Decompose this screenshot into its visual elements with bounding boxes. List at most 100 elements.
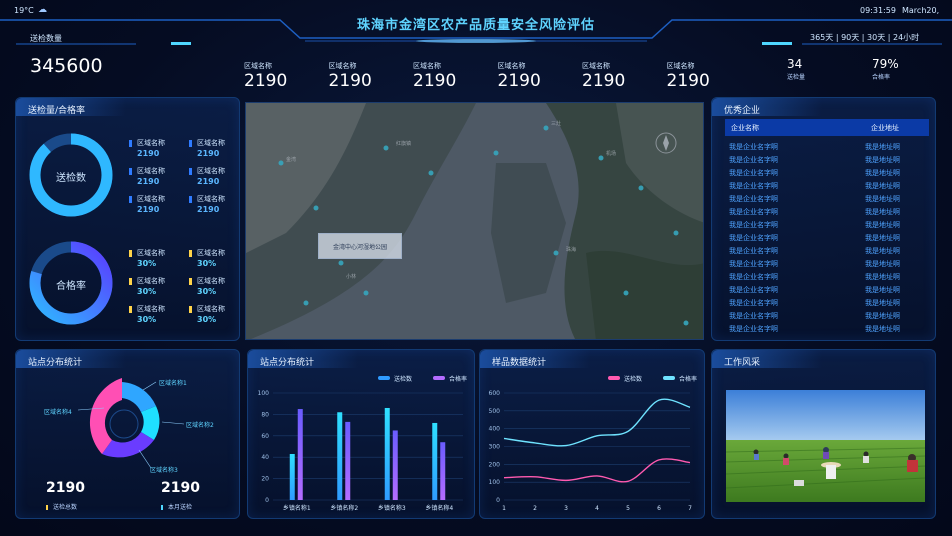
y-tick-label: 400 xyxy=(489,426,501,433)
x-tick-label: 4 xyxy=(595,505,599,512)
table-row[interactable]: 我是企业名字啊 我是地址啊 xyxy=(725,153,929,165)
legend-swatch xyxy=(608,376,620,380)
stat-marker xyxy=(189,167,192,175)
legend-swatch xyxy=(433,376,445,380)
header-frame xyxy=(0,19,952,43)
stat-marker xyxy=(129,167,132,175)
station-pie-title: 站点分布统计 xyxy=(28,358,83,368)
company-address: 我是地址啊 xyxy=(865,273,900,281)
table-row[interactable]: 我是企业名字啊 我是地址啊 xyxy=(725,309,929,321)
ring-rate-label: 合格率 xyxy=(56,281,86,292)
svg-text:机场: 机场 xyxy=(606,150,616,157)
series-line xyxy=(503,458,691,483)
stat-name: 区域名称 xyxy=(137,277,165,285)
region-name: 区域名称 xyxy=(244,62,272,70)
period-tab[interactable]: 365天 xyxy=(810,33,834,42)
x-tick-label: 5 xyxy=(626,505,630,512)
stat-value: 30% xyxy=(137,287,157,296)
pie-total-1: 2190 xyxy=(46,480,85,496)
bar xyxy=(440,442,446,500)
bar xyxy=(345,421,351,500)
period-tab[interactable]: 24小时 xyxy=(893,33,920,42)
work-photo xyxy=(726,390,925,502)
stat-marker xyxy=(129,249,132,257)
region-value: 2190 xyxy=(582,71,626,91)
company-address: 我是地址啊 xyxy=(865,260,900,268)
table-row[interactable]: 我是企业名字啊 我是地址啊 xyxy=(725,140,929,152)
page-title: 珠海市金湾区农产品质量安全风险评估 xyxy=(356,18,595,33)
work-panel-tab xyxy=(712,350,822,368)
y-tick-label: 40 xyxy=(261,454,269,461)
stat-label: 区域名称 xyxy=(189,304,225,314)
companies-list[interactable]: 我是企业名字啊 我是地址啊 我是企业名字啊 我是地址啊 我是企业名字啊 我是地址啊 我是企业… xyxy=(725,140,929,335)
map-view[interactable]: 金湾 红旗镇 三灶 机场 珠海 小林 金湾中心河湿地公园 xyxy=(245,102,704,340)
map-popup: 金湾中心河湿地公园 xyxy=(318,233,402,259)
table-row[interactable]: 我是企业名字啊 我是地址啊 xyxy=(725,296,929,308)
stat-label: 区域名称 xyxy=(129,138,165,148)
company-name: 我是企业名字啊 xyxy=(729,156,778,164)
table-row[interactable]: 我是企业名字啊 我是地址啊 xyxy=(725,283,929,295)
clock: 09:31:59 xyxy=(860,6,896,15)
period-tab[interactable]: 90天 xyxy=(841,33,860,42)
pie-label-2: 区域名称2 xyxy=(186,422,214,429)
stat-value: 30% xyxy=(137,315,157,324)
table-row[interactable]: 我是企业名字啊 我是地址啊 xyxy=(725,192,929,204)
period-frame xyxy=(762,42,942,45)
svg-text:三灶: 三灶 xyxy=(551,120,561,127)
date: March20, xyxy=(902,6,940,15)
bar-chart-tab xyxy=(248,350,358,368)
stat-value: 30% xyxy=(197,287,217,296)
table-row[interactable]: 我是企业名字啊 我是地址啊 xyxy=(725,179,929,191)
stat-name: 区域名称 xyxy=(197,195,225,203)
svg-text:小林: 小林 xyxy=(346,273,356,280)
stat-value: 2190 xyxy=(197,149,220,158)
company-address: 我是地址啊 xyxy=(865,143,900,151)
companies-table-header: 企业名称 企业地址 xyxy=(725,119,929,136)
table-row[interactable]: 我是企业名字啊 我是地址啊 xyxy=(725,218,929,230)
company-address: 我是地址啊 xyxy=(865,234,900,242)
stat-marker xyxy=(129,195,132,203)
table-row[interactable]: 我是企业名字啊 我是地址啊 xyxy=(725,205,929,217)
cloud-icon: ☁ xyxy=(38,5,47,15)
company-address: 我是地址啊 xyxy=(865,299,900,307)
table-row[interactable]: 我是企业名字啊 我是地址啊 xyxy=(725,166,929,178)
region-name: 区域名称 xyxy=(413,62,441,70)
stat-value: 30% xyxy=(137,259,157,268)
x-tick-label: 1 xyxy=(502,505,506,512)
table-row[interactable]: 我是企业名字啊 我是地址啊 xyxy=(725,270,929,282)
stat-marker xyxy=(129,305,132,313)
bar-chart-panel: 站点分布统计 0 20 40 60 80 100 乡镇名称1 乡镇名称2 乡镇名称3 乡镇名称4 送… xyxy=(247,349,475,519)
x-tick-label: 7 xyxy=(688,505,692,512)
station-pie-panel: 站点分布统计 区域名称1 区域名称2 区域名称3 区域名称4 2190 送检总数… xyxy=(15,349,240,519)
company-address: 我是地址啊 xyxy=(865,195,900,203)
period-tab[interactable]: 30天 xyxy=(867,33,886,42)
stat-marker xyxy=(189,139,192,147)
table-row[interactable]: 我是企业名字啊 我是地址啊 xyxy=(725,322,929,334)
svg-text:红旗镇: 红旗镇 xyxy=(396,140,411,147)
summary-rate: 79% xyxy=(872,57,899,71)
station-pie-tab xyxy=(16,350,126,368)
stat-name: 区域名称 xyxy=(137,167,165,175)
company-name: 我是企业名字啊 xyxy=(729,312,778,320)
stat-value: 2190 xyxy=(197,205,220,214)
bar xyxy=(392,430,398,500)
table-row[interactable]: 我是企业名字啊 我是地址啊 xyxy=(725,257,929,269)
companies-panel-title: 优秀企业 xyxy=(724,106,761,116)
stat-label: 区域名称 xyxy=(189,276,225,286)
company-name: 我是企业名字啊 xyxy=(729,208,778,216)
pie-label-1: 区域名称1 xyxy=(159,380,187,387)
table-row[interactable]: 我是企业名字啊 我是地址啊 xyxy=(725,231,929,243)
stat-name: 区域名称 xyxy=(137,195,165,203)
col-company-name: 企业名称 xyxy=(731,124,759,132)
ring-panel-tab xyxy=(16,98,126,116)
company-name: 我是企业名字啊 xyxy=(729,260,778,268)
company-name: 我是企业名字啊 xyxy=(729,169,778,177)
legend-swatch xyxy=(663,376,675,380)
company-address: 我是地址啊 xyxy=(865,169,900,177)
y-tick-label: 100 xyxy=(258,390,270,397)
y-tick-label: 300 xyxy=(489,444,501,451)
stat-name: 区域名称 xyxy=(197,167,225,175)
table-row[interactable]: 我是企业名字啊 我是地址啊 xyxy=(725,244,929,256)
period-separator: | xyxy=(859,33,868,42)
